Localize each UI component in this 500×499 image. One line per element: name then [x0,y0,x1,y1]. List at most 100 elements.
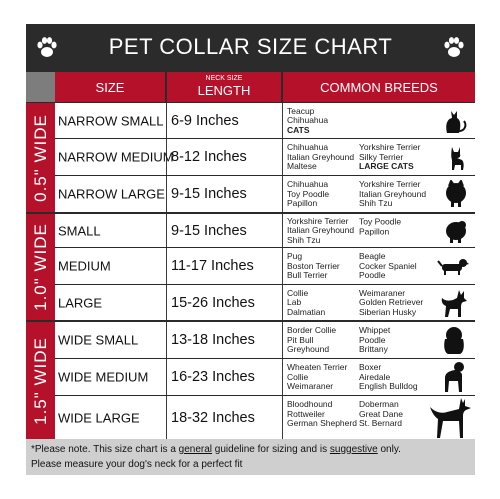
length-cell: 18-32 Inches [167,396,283,439]
breed-name: CATS [287,124,310,135]
breed-name: Italian Greyhound [287,151,355,162]
size-label: WIDE SMALL [58,332,139,348]
breeds-header-label: COMMON BREEDS [320,80,438,95]
breed-name: Wheaten Terrier [287,361,348,372]
breed-name: Beagle [359,250,386,261]
breed-name: Papillon [359,226,390,237]
table-row: NARROW MEDIUM 8-12 Inches Chihuahua Ital… [55,139,475,175]
breed-name: Shih Tzu [287,234,321,245]
length-cell: 11-17 Inches [167,248,283,284]
breeds-cell: Chihuahua Toy Poodle Papillon Yorkshire … [283,176,475,212]
bulldog-icon [444,327,464,354]
length-value: 18-32 Inches [171,409,255,426]
breed-name: Boston Terrier [287,260,340,271]
breed-name: Papillon [287,197,318,208]
table-row: WIDE MEDIUM 16-23 Inches Wheaten Terrier… [55,359,475,395]
breed-name: Bloodhound [287,398,333,409]
breed-name: Airedale [359,371,391,382]
length-value: 13-18 Inches [171,332,255,348]
length-cell: 9-15 Inches [167,214,283,247]
breeds-cell: Border Collie Pit Bull Greyhound Whippet… [283,322,475,358]
length-cell: 6-9 Inches [167,103,283,138]
pomeranian-icon [446,180,466,207]
breed-list: Chihuahua Toy Poodle Papillon [287,178,330,209]
header-corner [26,72,55,102]
breed-name: Poodle [359,334,386,345]
breed-list: Boxer Airedale English Bulldog [359,362,418,392]
breeds-column-header: COMMON BREEDS [283,72,475,102]
chihuahua-icon [451,147,464,170]
paw-icon [37,37,57,57]
breed-list: Yorkshire Terrier Italian Greyhound Shih… [287,216,354,245]
breed-list: Collie Lab Dalmatian [287,288,325,317]
footer-text: *Please note. This size chart is a [31,444,179,455]
size-cell: NARROW SMALL [55,103,167,138]
breed-name: Poodle [359,269,386,280]
length-header-sublabel: NECK SIZE [205,75,243,82]
breeds-cell: Chihuahua Italian Greyhound Maltese York… [283,139,475,175]
breed-name: Pit Bull [287,334,314,345]
table-row: WIDE SMALL 13-18 Inches Border Collie Pi… [55,322,475,358]
breed-name: Lab [287,296,302,307]
length-header-label: LENGTH [197,83,251,98]
size-label: WIDE MEDIUM [58,369,149,385]
length-column-header: NECK SIZE LENGTH [167,72,281,102]
breed-list: Wheaten Terrier Collie Weimaraner [287,361,348,392]
size-label: LARGE [58,295,103,310]
size-label: MEDIUM [58,258,111,274]
breed-name: Great Dane [359,408,403,419]
husky-icon [441,289,467,317]
breed-name: Greyhound [287,343,330,354]
breed-name: Silky Terrier [359,151,404,162]
breed-list: Chihuahua Italian Greyhound Maltese [287,142,355,172]
group-band-one-half-inch: 1.5" WIDE [26,322,55,439]
breed-name: Collie [287,371,309,382]
breed-list: Bloodhound Rottweiler German Shepherd [287,398,357,429]
breed-name: Siberian Husky [359,306,417,317]
table-row: NARROW LARGE 9-15 Inches Chihuahua Toy P… [55,176,475,212]
size-cell: NARROW MEDIUM [55,139,174,175]
breed-name: Border Collie [287,324,337,335]
breed-list: Toy Poodle Papillon [359,217,401,237]
paw-icon [444,37,464,57]
group-band-half-inch: 0.5" WIDE [26,103,55,212]
breed-name: Weimaraner [287,380,334,391]
footer-text: guideline for sizing and is [212,444,330,455]
footer-emphasis: general [178,444,213,455]
length-value: 15-26 Inches [171,294,255,311]
breed-list: Whippet Poodle Brittany [359,324,391,355]
breed-name: Cocker Spaniel [359,260,417,271]
table-row: LARGE 15-26 Inches Collie Lab Dalmatian … [55,285,475,320]
page-title: PET COLLAR SIZE CHART [108,34,393,59]
group-band-one-inch: 1.0" WIDE [26,214,55,320]
doberman-icon [430,397,471,438]
size-label: NARROW SMALL [58,113,164,128]
breed-name: Yorkshire Terrier [359,178,421,189]
group-label: 1.5" WIDE [30,336,50,425]
breed-name: Chihuahua [287,178,329,189]
breed-name: Dalmatian [287,306,326,317]
breed-name: Italian Greyhound [287,224,355,235]
breed-name: Golden Retriever [359,296,424,307]
breed-name: Teacup [287,105,315,116]
breed-name: Rottweiler [287,408,325,419]
chart-header: PET COLLAR SIZE CHART [26,24,475,72]
breeds-cell: Teacup Chihuahua CATS [283,103,475,138]
group-label: 1.0" WIDE [30,223,50,311]
breed-name: Chihuahua [287,114,329,125]
breeds-cell: Bloodhound Rottweiler German Shepherd Do… [283,396,475,439]
breed-name: Brittany [359,343,388,354]
length-value: 8-12 Inches [171,149,247,165]
breed-list: Yorkshire Terrier Silky Terrier LARGE CA… [359,142,420,172]
footer-line-1: *Please note. This size chart is a gener… [31,444,401,455]
breed-name: Bull Terrier [287,269,328,280]
size-label: NARROW LARGE [58,186,165,202]
breed-name: Toy Poodle [287,188,330,199]
breed-list: Pug Boston Terrier Bull Terrier [287,251,340,281]
size-header-label: SIZE [95,80,125,95]
length-value: 11-17 Inches [171,258,254,274]
breed-name: Whippet [359,324,391,335]
size-label: WIDE LARGE [58,410,140,425]
breed-name: LARGE CATS [359,160,414,171]
breed-list: Weimaraner Golden Retriever Siberian Hus… [359,288,423,317]
